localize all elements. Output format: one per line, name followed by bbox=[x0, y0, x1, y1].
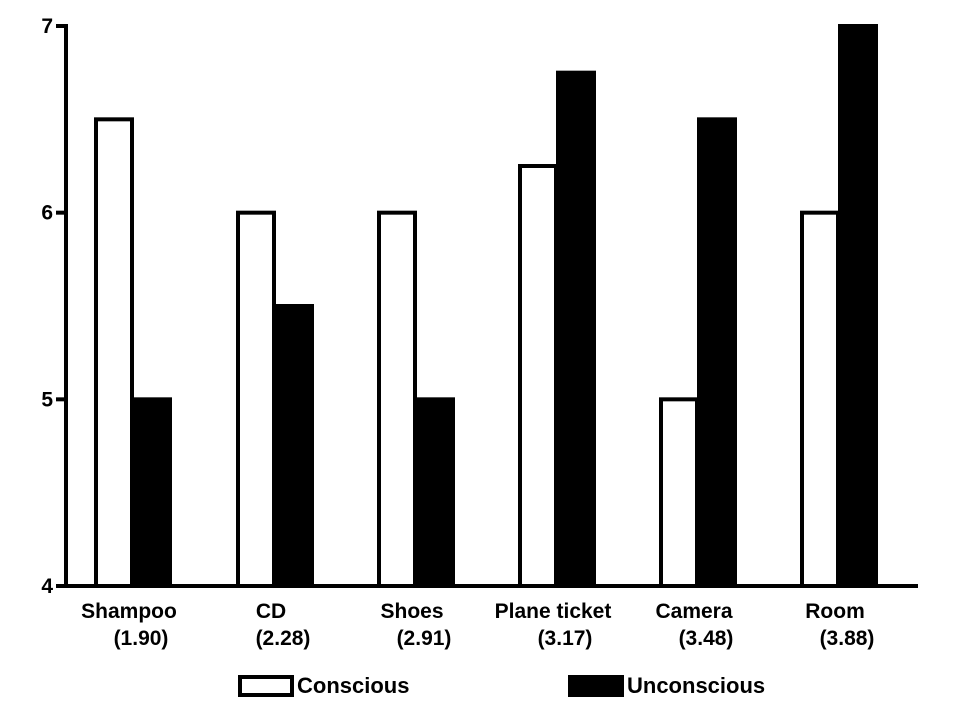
y-ticks-group: 4 5 6 7 bbox=[41, 15, 66, 598]
y-tick-label-5: 5 bbox=[41, 388, 53, 411]
legend-label-conscious: Conscious bbox=[297, 673, 409, 698]
legend-swatch-unconscious bbox=[568, 675, 624, 697]
category-label-4: Camera bbox=[655, 600, 732, 623]
bar-conscious-1 bbox=[236, 210, 276, 589]
bar-conscious-4 bbox=[659, 397, 699, 589]
bar-unconscious-0 bbox=[132, 397, 172, 589]
category-sublabel-1: (2.28) bbox=[256, 627, 311, 650]
bar-conscious-5 bbox=[800, 210, 840, 589]
bar-unconscious-3 bbox=[556, 70, 596, 588]
category-label-0: Shampoo bbox=[81, 600, 177, 623]
category-sublabel-5: (3.88) bbox=[820, 627, 875, 650]
legend-swatch-conscious bbox=[238, 675, 294, 697]
legend: Conscious Unconscious bbox=[238, 673, 765, 698]
category-sublabel-3: (3.17) bbox=[538, 627, 593, 650]
category-sublabel-4: (3.48) bbox=[679, 627, 734, 650]
bar-conscious-3 bbox=[518, 164, 558, 588]
category-label-5: Room bbox=[805, 600, 865, 623]
axes-group bbox=[64, 24, 918, 588]
bar-unconscious-4 bbox=[697, 117, 737, 588]
y-tick-label-4: 4 bbox=[41, 575, 53, 598]
category-label-1: CD bbox=[256, 600, 286, 623]
bar-conscious-2 bbox=[377, 210, 417, 589]
category-label-3: Plane ticket bbox=[495, 600, 612, 623]
category-labels-group: Shampoo (1.90) CD (2.28) Shoes (2.91) Plane ti… bbox=[81, 600, 874, 650]
category-sublabel-0: (1.90) bbox=[114, 627, 169, 650]
bar-unconscious-5 bbox=[838, 24, 878, 588]
y-tick-label-6: 6 bbox=[41, 202, 53, 225]
category-sublabel-2: (2.91) bbox=[397, 627, 452, 650]
category-label-2: Shoes bbox=[380, 600, 443, 623]
y-tick-label-7: 7 bbox=[41, 15, 53, 38]
bar-unconscious-2 bbox=[415, 397, 455, 589]
bar-conscious-0 bbox=[94, 117, 134, 588]
bars-group bbox=[94, 24, 878, 589]
legend-label-unconscious: Unconscious bbox=[627, 673, 765, 698]
bar-unconscious-1 bbox=[274, 304, 314, 588]
